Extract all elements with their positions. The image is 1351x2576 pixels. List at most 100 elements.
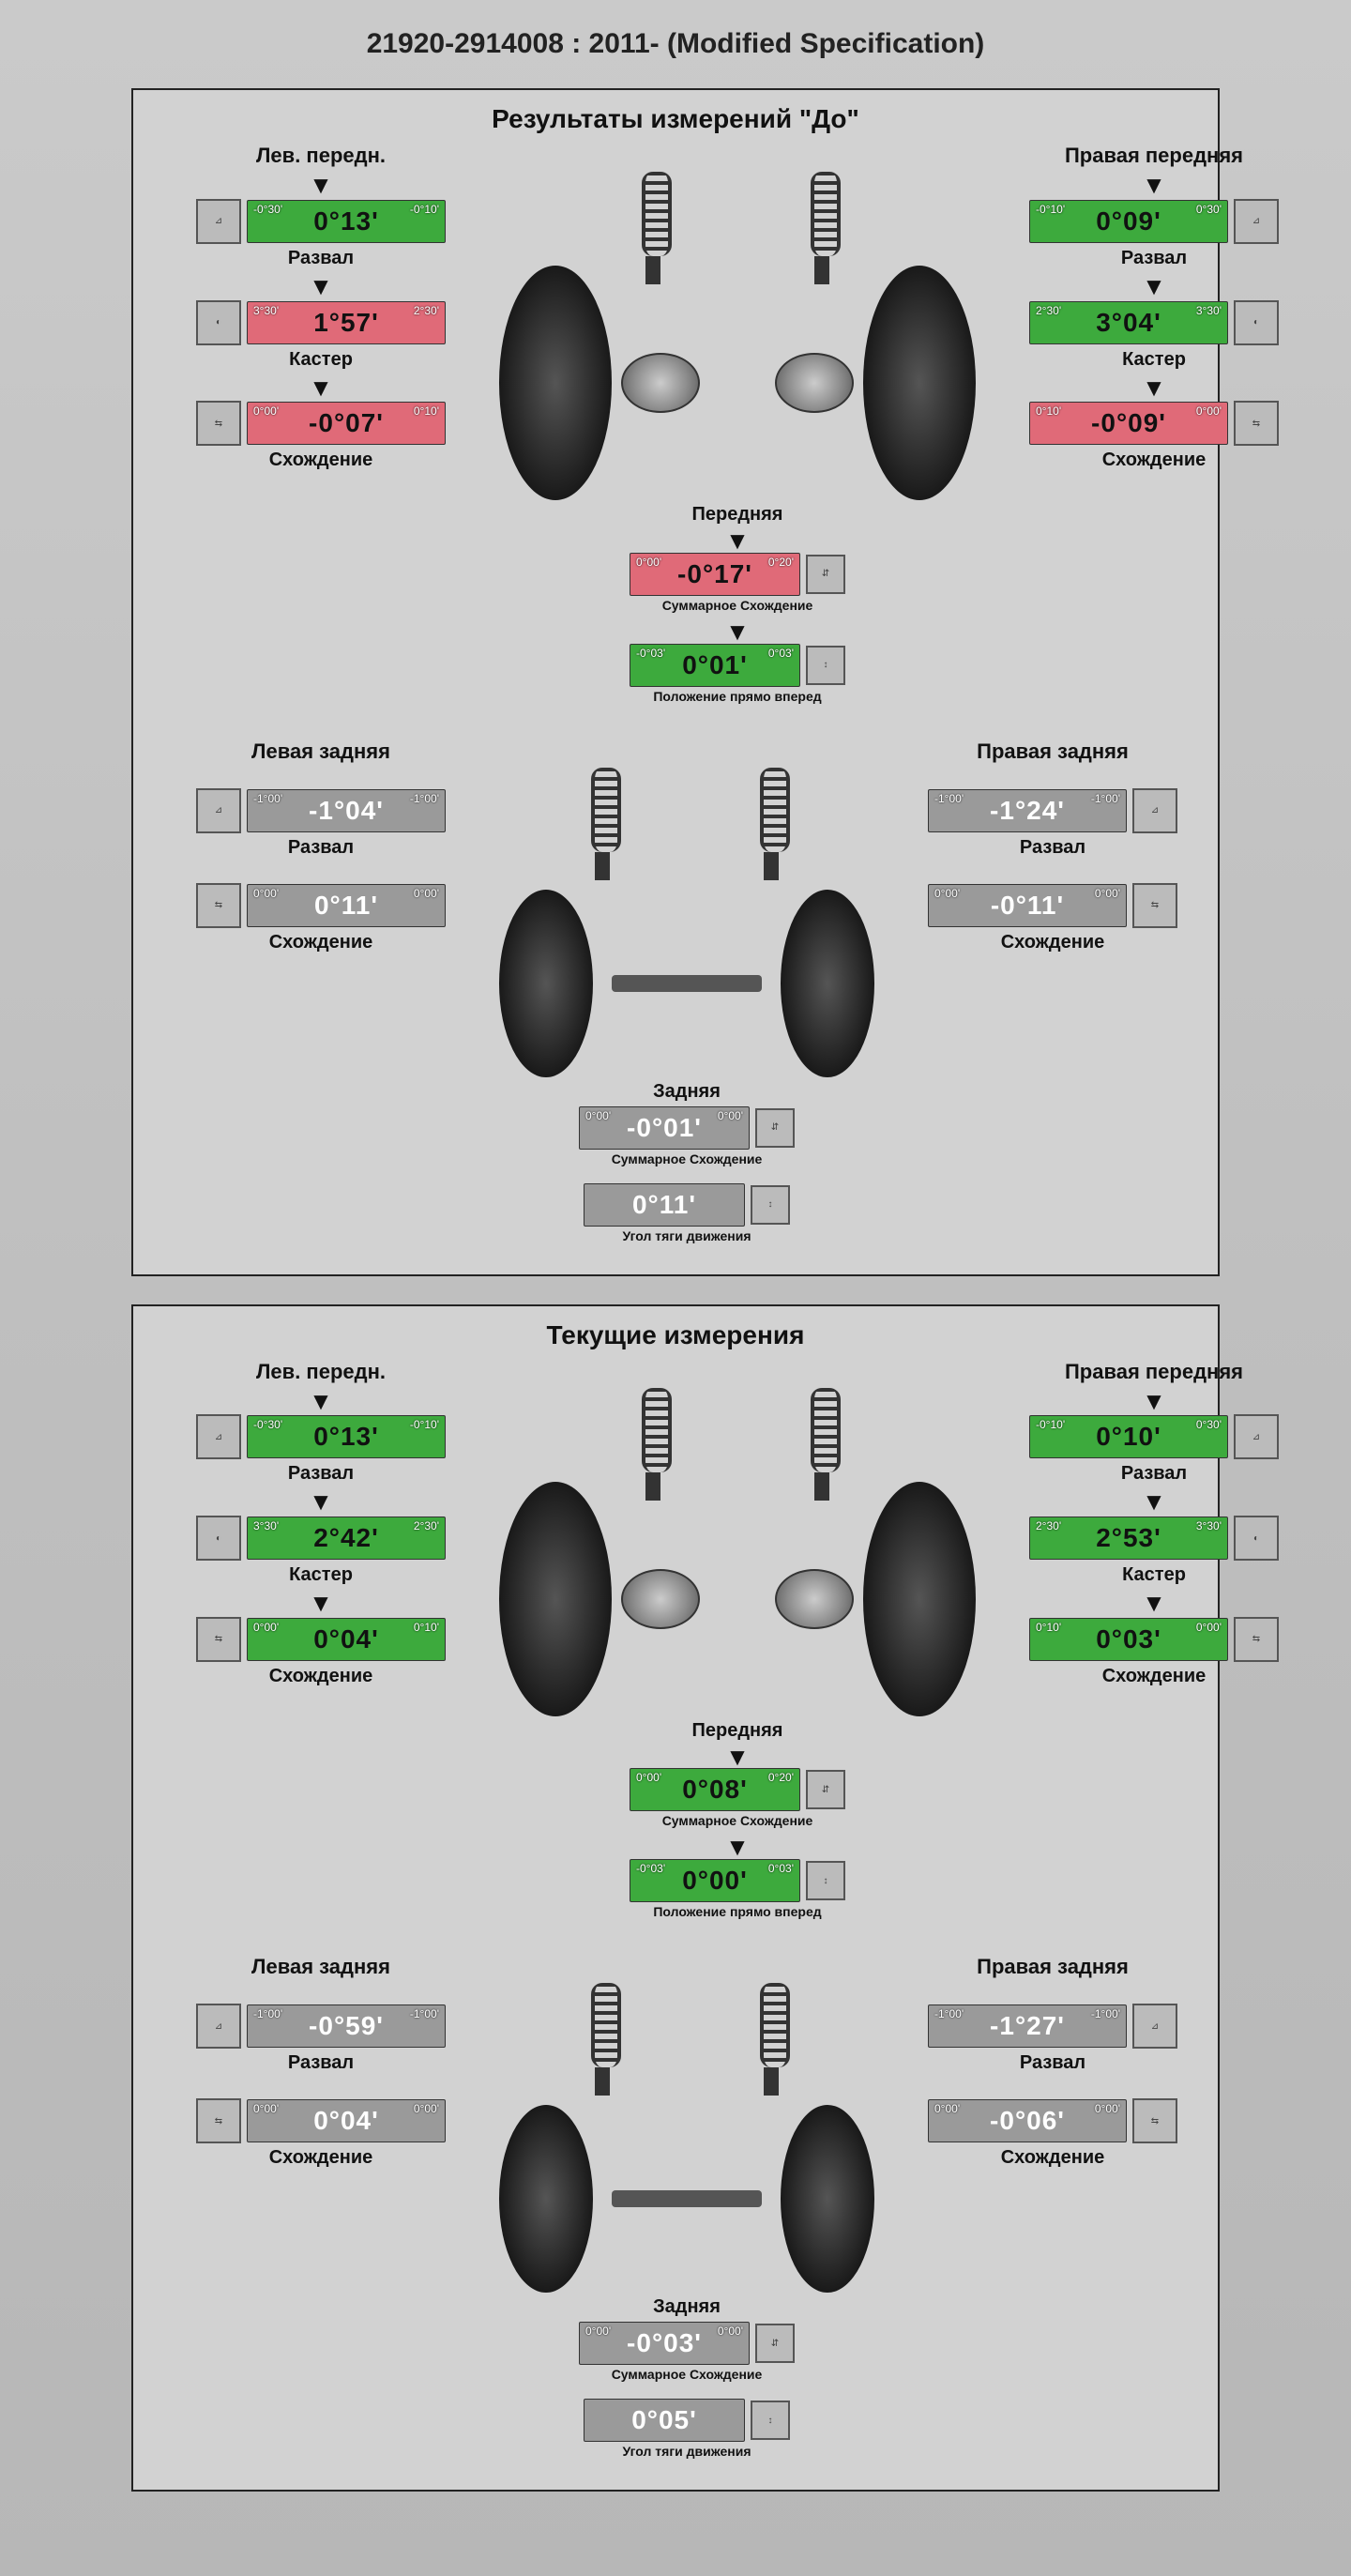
limit-max: -0°10': [410, 203, 439, 216]
toe-icon: ⇆: [1234, 401, 1279, 446]
current-rear-center: Задняя 0°00' -0°03' 0°00' ⇵ Суммарное Сх…: [499, 1955, 874, 2466]
arrow-down-icon: ▼: [309, 378, 333, 398]
right-front-title: Правая передняя: [1065, 144, 1243, 168]
toe-label: Схождение: [1102, 1666, 1207, 1687]
limit-min: 0°00': [585, 2324, 611, 2338]
value: 1°57': [313, 308, 379, 338]
caster-icon: ◐: [1234, 1516, 1279, 1561]
value: 0°04': [313, 1624, 379, 1654]
limit-min: 0°00': [253, 404, 279, 418]
limit-max: 0°00': [718, 1109, 743, 1122]
before-front-center: Передняя ▼ 0°00' -0°17' 0°20' ⇵ Суммарно…: [499, 144, 976, 711]
total-toe-icon: ⇵: [755, 1108, 795, 1148]
panel-before-title: Результаты измерений "До": [152, 104, 1199, 134]
toe-label: Схождение: [269, 1666, 373, 1687]
camber-label: Развал: [1121, 1463, 1187, 1485]
value: 0°11': [314, 891, 378, 921]
camber-label: Развал: [1020, 837, 1085, 859]
limit-max: 3°30': [1196, 304, 1222, 317]
arrow-down-icon: ▼: [1142, 1593, 1166, 1613]
arrow-down-icon: ▼: [1142, 175, 1166, 195]
limit-min: -1°00': [253, 792, 282, 805]
caster-icon: ◐: [196, 300, 241, 345]
camber-label: Развал: [288, 1463, 354, 1485]
arrow-down-icon: ▼: [725, 1747, 750, 1767]
arrow-down-icon: ▼: [309, 175, 333, 195]
value: 2°42': [313, 1523, 379, 1553]
thrust-label: Угол тяги движения: [622, 1228, 751, 1243]
limit-min: 2°30': [1036, 1519, 1061, 1532]
current-lr-toe: 0°00' 0°04' 0°00': [247, 2099, 446, 2142]
limit-max: 0°30': [1196, 1418, 1222, 1431]
wheel-icon: [499, 1482, 612, 1716]
value: -0°01': [627, 1113, 702, 1143]
before-rr-toe: 0°00' -0°11' 0°00': [928, 884, 1127, 927]
front-suspension-icon: [625, 144, 850, 284]
current-front-center: Передняя ▼ 0°00' 0°08' 0°20' ⇵ Суммарное…: [499, 1360, 976, 1928]
steer-icon: ↕: [806, 1861, 845, 1900]
limit-max: 0°00': [414, 2102, 439, 2115]
toe-label: Схождение: [269, 450, 373, 471]
limit-min: -0°03': [636, 1862, 665, 1875]
limit-min: 3°30': [253, 304, 279, 317]
right-rear-title: Правая задняя: [977, 1955, 1129, 1979]
camber-label: Развал: [1020, 2052, 1085, 2074]
limit-max: 0°00': [1095, 887, 1120, 900]
value: -0°09': [1091, 408, 1166, 438]
current-rr-camber: -1°00' -1°27' -1°00': [928, 2004, 1127, 2048]
before-left-rear: Левая задняя ⊿ -1°00' -1°04' -1°00' Разв…: [152, 739, 490, 959]
front-suspension-icon: [625, 1360, 850, 1501]
limit-max: 0°10': [414, 1621, 439, 1634]
before-left-front: Лев. передн. ▼ ⊿ -0°30' 0°13' -0°10' Раз…: [152, 144, 490, 477]
limit-min: 3°30': [253, 1519, 279, 1532]
steer-icon: ↕: [806, 646, 845, 685]
caster-label: Кастер: [289, 1564, 353, 1586]
limit-min: 0°10': [1036, 404, 1061, 418]
limit-max: 0°00': [1196, 404, 1222, 418]
steer-ahead-label: Положение прямо вперед: [653, 689, 821, 704]
limit-max: 2°30': [414, 304, 439, 317]
camber-icon: ⊿: [196, 2004, 241, 2049]
current-lf-toe: 0°00' 0°04' 0°10': [247, 1618, 446, 1661]
wheel-icon: [499, 890, 593, 1077]
wheel-icon: [781, 2105, 874, 2293]
value: 0°04': [313, 2106, 379, 2136]
limit-max: 2°30': [414, 1519, 439, 1532]
camber-label: Развал: [1121, 248, 1187, 269]
limit-max: -0°10': [410, 1418, 439, 1431]
before-right-rear: Правая задняя -1°00' -1°24' -1°00' ⊿ Раз…: [884, 739, 1222, 959]
value: -0°59': [309, 2011, 384, 2041]
current-thrust: 0°05': [584, 2399, 745, 2442]
thrust-icon: ↕: [751, 1185, 790, 1225]
limit-min: 0°00': [253, 1621, 279, 1634]
current-lr-camber: -1°00' -0°59' -1°00': [247, 2004, 446, 2048]
toe-label: Схождение: [1001, 2147, 1105, 2169]
value: -0°11': [991, 891, 1064, 921]
total-toe-label: Суммарное Схождение: [612, 2367, 763, 2382]
arrow-down-icon: ▼: [725, 1837, 750, 1857]
limit-min: -0°30': [253, 203, 282, 216]
limit-max: 0°00': [1196, 1621, 1222, 1634]
value: 0°11': [632, 1190, 696, 1220]
camber-icon: ⊿: [1132, 2004, 1177, 2049]
hub-icon: [621, 1569, 700, 1629]
value: 0°00': [682, 1866, 748, 1896]
before-rr-camber: -1°00' -1°24' -1°00': [928, 789, 1127, 832]
before-lr-toe: 0°00' 0°11' 0°00': [247, 884, 446, 927]
current-rf-camber: -0°10' 0°10' 0°30': [1029, 1415, 1228, 1458]
before-rear-total-toe: 0°00' -0°01' 0°00': [579, 1106, 750, 1150]
before-rear-center: Задняя 0°00' -0°01' 0°00' ⇵ Суммарное Сх…: [499, 739, 874, 1251]
limit-min: -1°00': [934, 792, 964, 805]
value: 0°08': [682, 1775, 748, 1805]
front-label: Передняя: [692, 504, 783, 526]
toe-icon: ⇆: [196, 1617, 241, 1662]
arrow-down-icon: ▼: [1142, 378, 1166, 398]
toe-label: Схождение: [269, 932, 373, 953]
arrow-down-icon: ▼: [1142, 277, 1166, 297]
limit-max: 0°03': [768, 647, 794, 660]
arrow-down-icon: ▼: [1142, 1392, 1166, 1411]
limit-min: -0°10': [1036, 1418, 1065, 1431]
value: 0°03': [1096, 1624, 1161, 1654]
before-lr-camber: -1°00' -1°04' -1°00': [247, 789, 446, 832]
panel-current-title: Текущие измерения: [152, 1320, 1199, 1350]
